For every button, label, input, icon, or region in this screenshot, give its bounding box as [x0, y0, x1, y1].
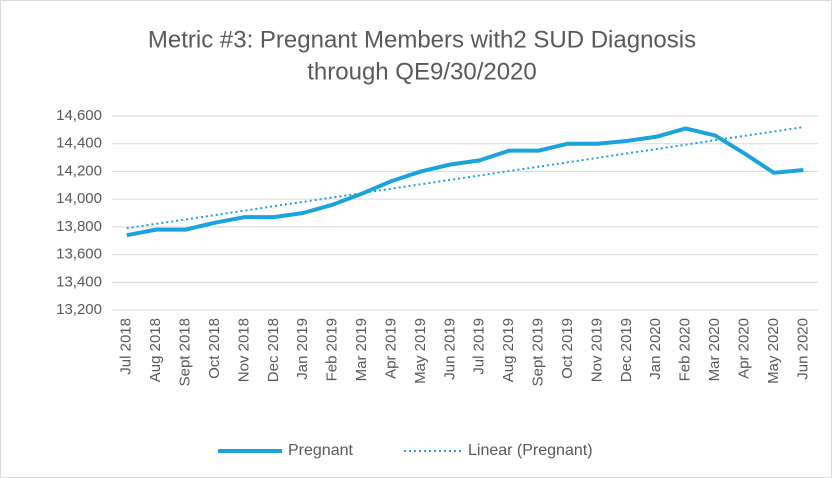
x-tick-label: Oct 2019: [559, 318, 576, 379]
x-tick-label: Apr 2019: [382, 318, 399, 379]
x-tick-label: May 2020: [765, 318, 782, 384]
x-tick-label: Jul 2018: [118, 318, 135, 375]
x-tick-label: Nov 2018: [235, 318, 252, 382]
x-tick-label: Sept 2019: [530, 318, 547, 386]
y-tick-label: 13,600: [56, 246, 102, 263]
x-tick-label: Dec 2018: [265, 318, 282, 382]
chart-title: through QE9/30/2020: [307, 58, 537, 85]
x-tick-label: May 2019: [412, 318, 429, 384]
x-tick-label: Jun 2020: [794, 318, 811, 380]
x-tick-label: Nov 2019: [588, 318, 605, 382]
x-tick-label: Feb 2020: [677, 318, 694, 381]
y-tick-label: 14,200: [56, 162, 102, 179]
x-tick-label: Feb 2019: [324, 318, 341, 381]
x-tick-label: Jan 2019: [294, 318, 311, 380]
legend-label: Linear (Pregnant): [468, 442, 593, 459]
x-tick-label: Aug 2018: [147, 318, 164, 382]
y-tick-label: 13,800: [56, 218, 102, 235]
x-tick-label: Aug 2019: [500, 318, 517, 382]
legend-label: Pregnant: [288, 442, 353, 459]
y-tick-label: 13,400: [56, 273, 102, 290]
x-tick-label: Jun 2019: [441, 318, 458, 380]
y-tick-label: 14,600: [56, 107, 102, 124]
x-tick-label: Apr 2020: [735, 318, 752, 379]
x-tick-label: Mar 2020: [706, 318, 723, 381]
series-line: [126, 126, 804, 230]
chart-title: Metric #3: Pregnant Members with2 SUD Di…: [148, 26, 696, 53]
y-tick-label: 14,000: [56, 190, 102, 207]
x-tick-label: Dec 2019: [618, 318, 635, 382]
y-tick-label: 14,400: [56, 135, 102, 152]
y-tick-label: 13,200: [56, 301, 102, 318]
x-tick-label: Oct 2018: [206, 318, 223, 379]
series-line: [126, 126, 804, 238]
x-tick-label: Jul 2019: [471, 318, 488, 375]
x-tick-label: Mar 2019: [353, 318, 370, 381]
x-tick-label: Jan 2020: [647, 318, 664, 380]
x-tick-label: Sept 2018: [177, 318, 194, 386]
